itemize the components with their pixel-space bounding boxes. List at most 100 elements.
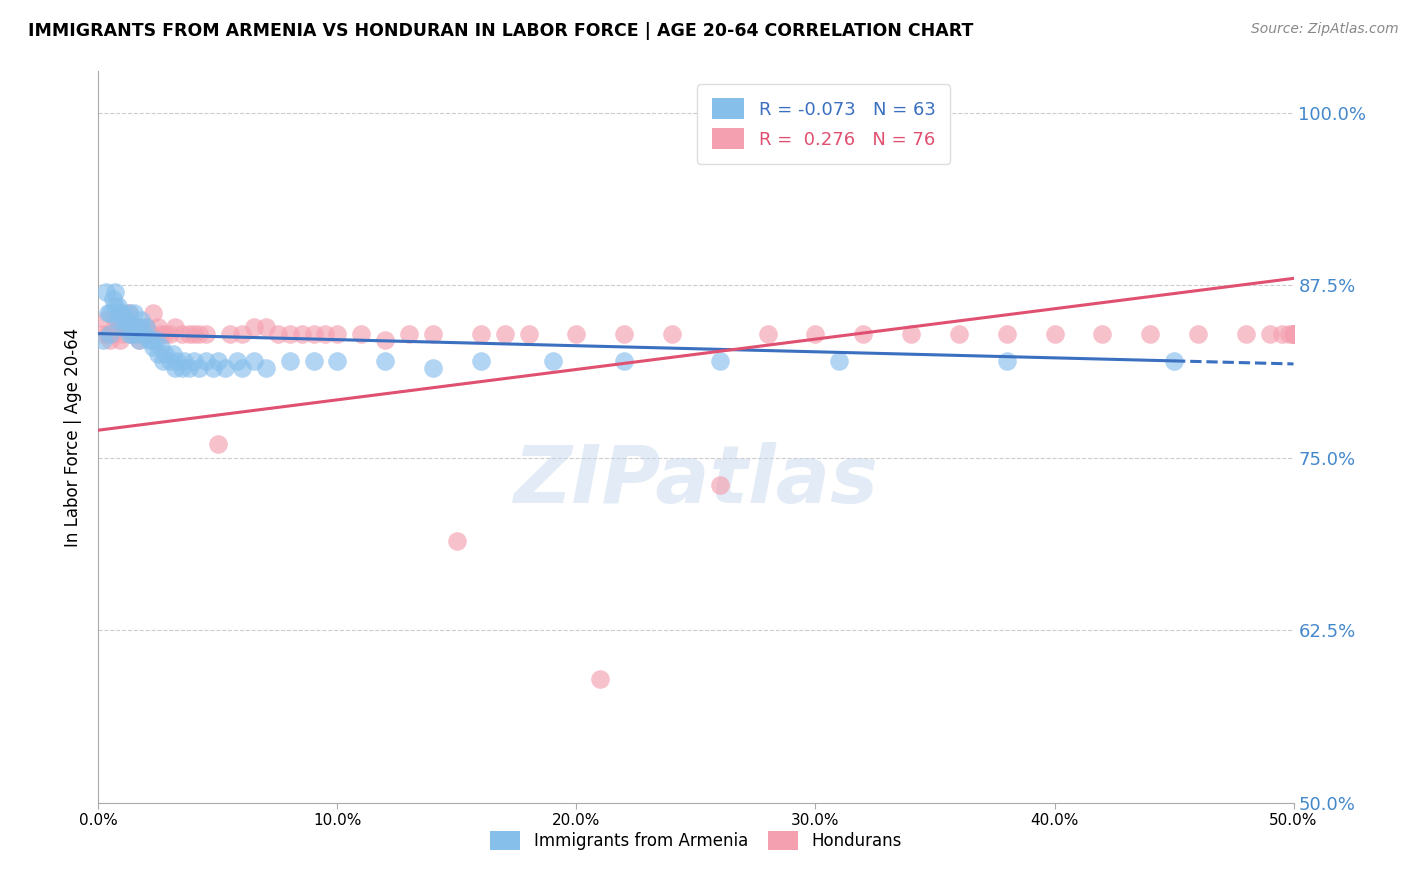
- Point: [108, 334, 131, 348]
- Point: [1282, 326, 1305, 341]
- Point: [91, 326, 114, 341]
- Point: [155, 347, 177, 361]
- Point: [142, 306, 165, 320]
- Point: [995, 354, 1018, 368]
- Point: [302, 326, 325, 341]
- Point: [107, 312, 129, 326]
- Point: [219, 326, 242, 341]
- Point: [138, 334, 160, 348]
- Point: [470, 326, 492, 341]
- Point: [202, 361, 225, 376]
- Point: [172, 361, 194, 376]
- Point: [98, 306, 122, 320]
- Point: [132, 326, 155, 341]
- Point: [118, 306, 141, 320]
- Point: [104, 299, 127, 313]
- Point: [494, 326, 516, 341]
- Point: [207, 354, 229, 368]
- Point: [254, 361, 277, 376]
- Point: [183, 326, 205, 341]
- Point: [195, 354, 218, 368]
- Point: [124, 319, 146, 334]
- Point: [111, 326, 134, 341]
- Point: [97, 306, 120, 320]
- Point: [145, 334, 167, 348]
- Point: [173, 354, 195, 368]
- Point: [135, 319, 157, 334]
- Point: [138, 326, 160, 341]
- Point: [1258, 326, 1281, 341]
- Point: [101, 292, 124, 306]
- Point: [709, 478, 731, 492]
- Point: [267, 326, 290, 341]
- Legend: Immigrants from Armenia, Hondurans: Immigrants from Armenia, Hondurans: [484, 824, 908, 856]
- Point: [125, 326, 148, 341]
- Point: [278, 326, 301, 341]
- Point: [1278, 326, 1301, 341]
- Point: [374, 334, 396, 348]
- Point: [98, 334, 122, 348]
- Point: [118, 326, 141, 341]
- Point: [1091, 326, 1114, 341]
- Point: [1043, 326, 1066, 341]
- Point: [291, 326, 314, 341]
- Point: [278, 354, 301, 368]
- Point: [1163, 354, 1185, 368]
- Point: [111, 306, 134, 320]
- Point: [1282, 326, 1305, 341]
- Point: [179, 326, 201, 341]
- Point: [517, 326, 540, 341]
- Point: [1282, 326, 1305, 341]
- Point: [118, 306, 141, 320]
- Point: [91, 334, 114, 348]
- Point: [995, 326, 1018, 341]
- Point: [139, 334, 162, 348]
- Point: [470, 354, 492, 368]
- Point: [1282, 326, 1305, 341]
- Point: [613, 354, 636, 368]
- Point: [131, 319, 153, 334]
- Point: [446, 533, 468, 548]
- Point: [104, 285, 127, 300]
- Point: [243, 319, 266, 334]
- Point: [107, 299, 129, 313]
- Point: [302, 354, 325, 368]
- Point: [152, 354, 174, 368]
- Point: [121, 326, 143, 341]
- Point: [114, 319, 136, 334]
- Point: [101, 326, 124, 341]
- Point: [565, 326, 588, 341]
- Point: [159, 354, 181, 368]
- Point: [97, 326, 120, 341]
- Point: [172, 326, 194, 341]
- Point: [350, 326, 373, 341]
- Point: [852, 326, 875, 341]
- Point: [804, 326, 827, 341]
- Point: [709, 354, 731, 368]
- Point: [589, 672, 612, 686]
- Point: [374, 354, 396, 368]
- Point: [98, 326, 122, 341]
- Point: [1187, 326, 1209, 341]
- Point: [155, 326, 177, 341]
- Point: [1139, 326, 1161, 341]
- Point: [613, 326, 636, 341]
- Point: [756, 326, 779, 341]
- Point: [195, 326, 218, 341]
- Point: [163, 361, 186, 376]
- Point: [148, 319, 170, 334]
- Text: Source: ZipAtlas.com: Source: ZipAtlas.com: [1251, 22, 1399, 37]
- Point: [326, 326, 349, 341]
- Point: [214, 361, 236, 376]
- Point: [124, 319, 146, 334]
- Point: [163, 319, 186, 334]
- Point: [108, 306, 131, 320]
- Point: [231, 361, 253, 376]
- Point: [94, 312, 117, 326]
- Point: [135, 319, 157, 334]
- Point: [661, 326, 683, 341]
- Point: [422, 361, 444, 376]
- Point: [149, 340, 172, 354]
- Point: [226, 354, 249, 368]
- Point: [1282, 326, 1305, 341]
